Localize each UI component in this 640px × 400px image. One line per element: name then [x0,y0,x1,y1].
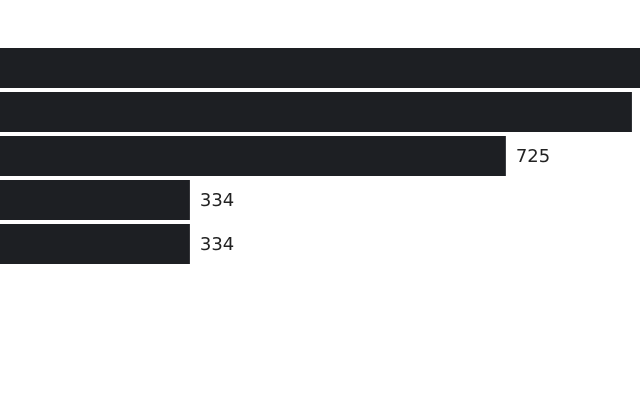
bar [0,180,190,220]
bar [0,136,506,176]
value-label: 334 [200,190,234,211]
value-label: 334 [200,234,234,255]
bar [0,92,632,132]
value-label: 725 [516,146,550,167]
bar [0,48,640,88]
bar [0,224,190,264]
